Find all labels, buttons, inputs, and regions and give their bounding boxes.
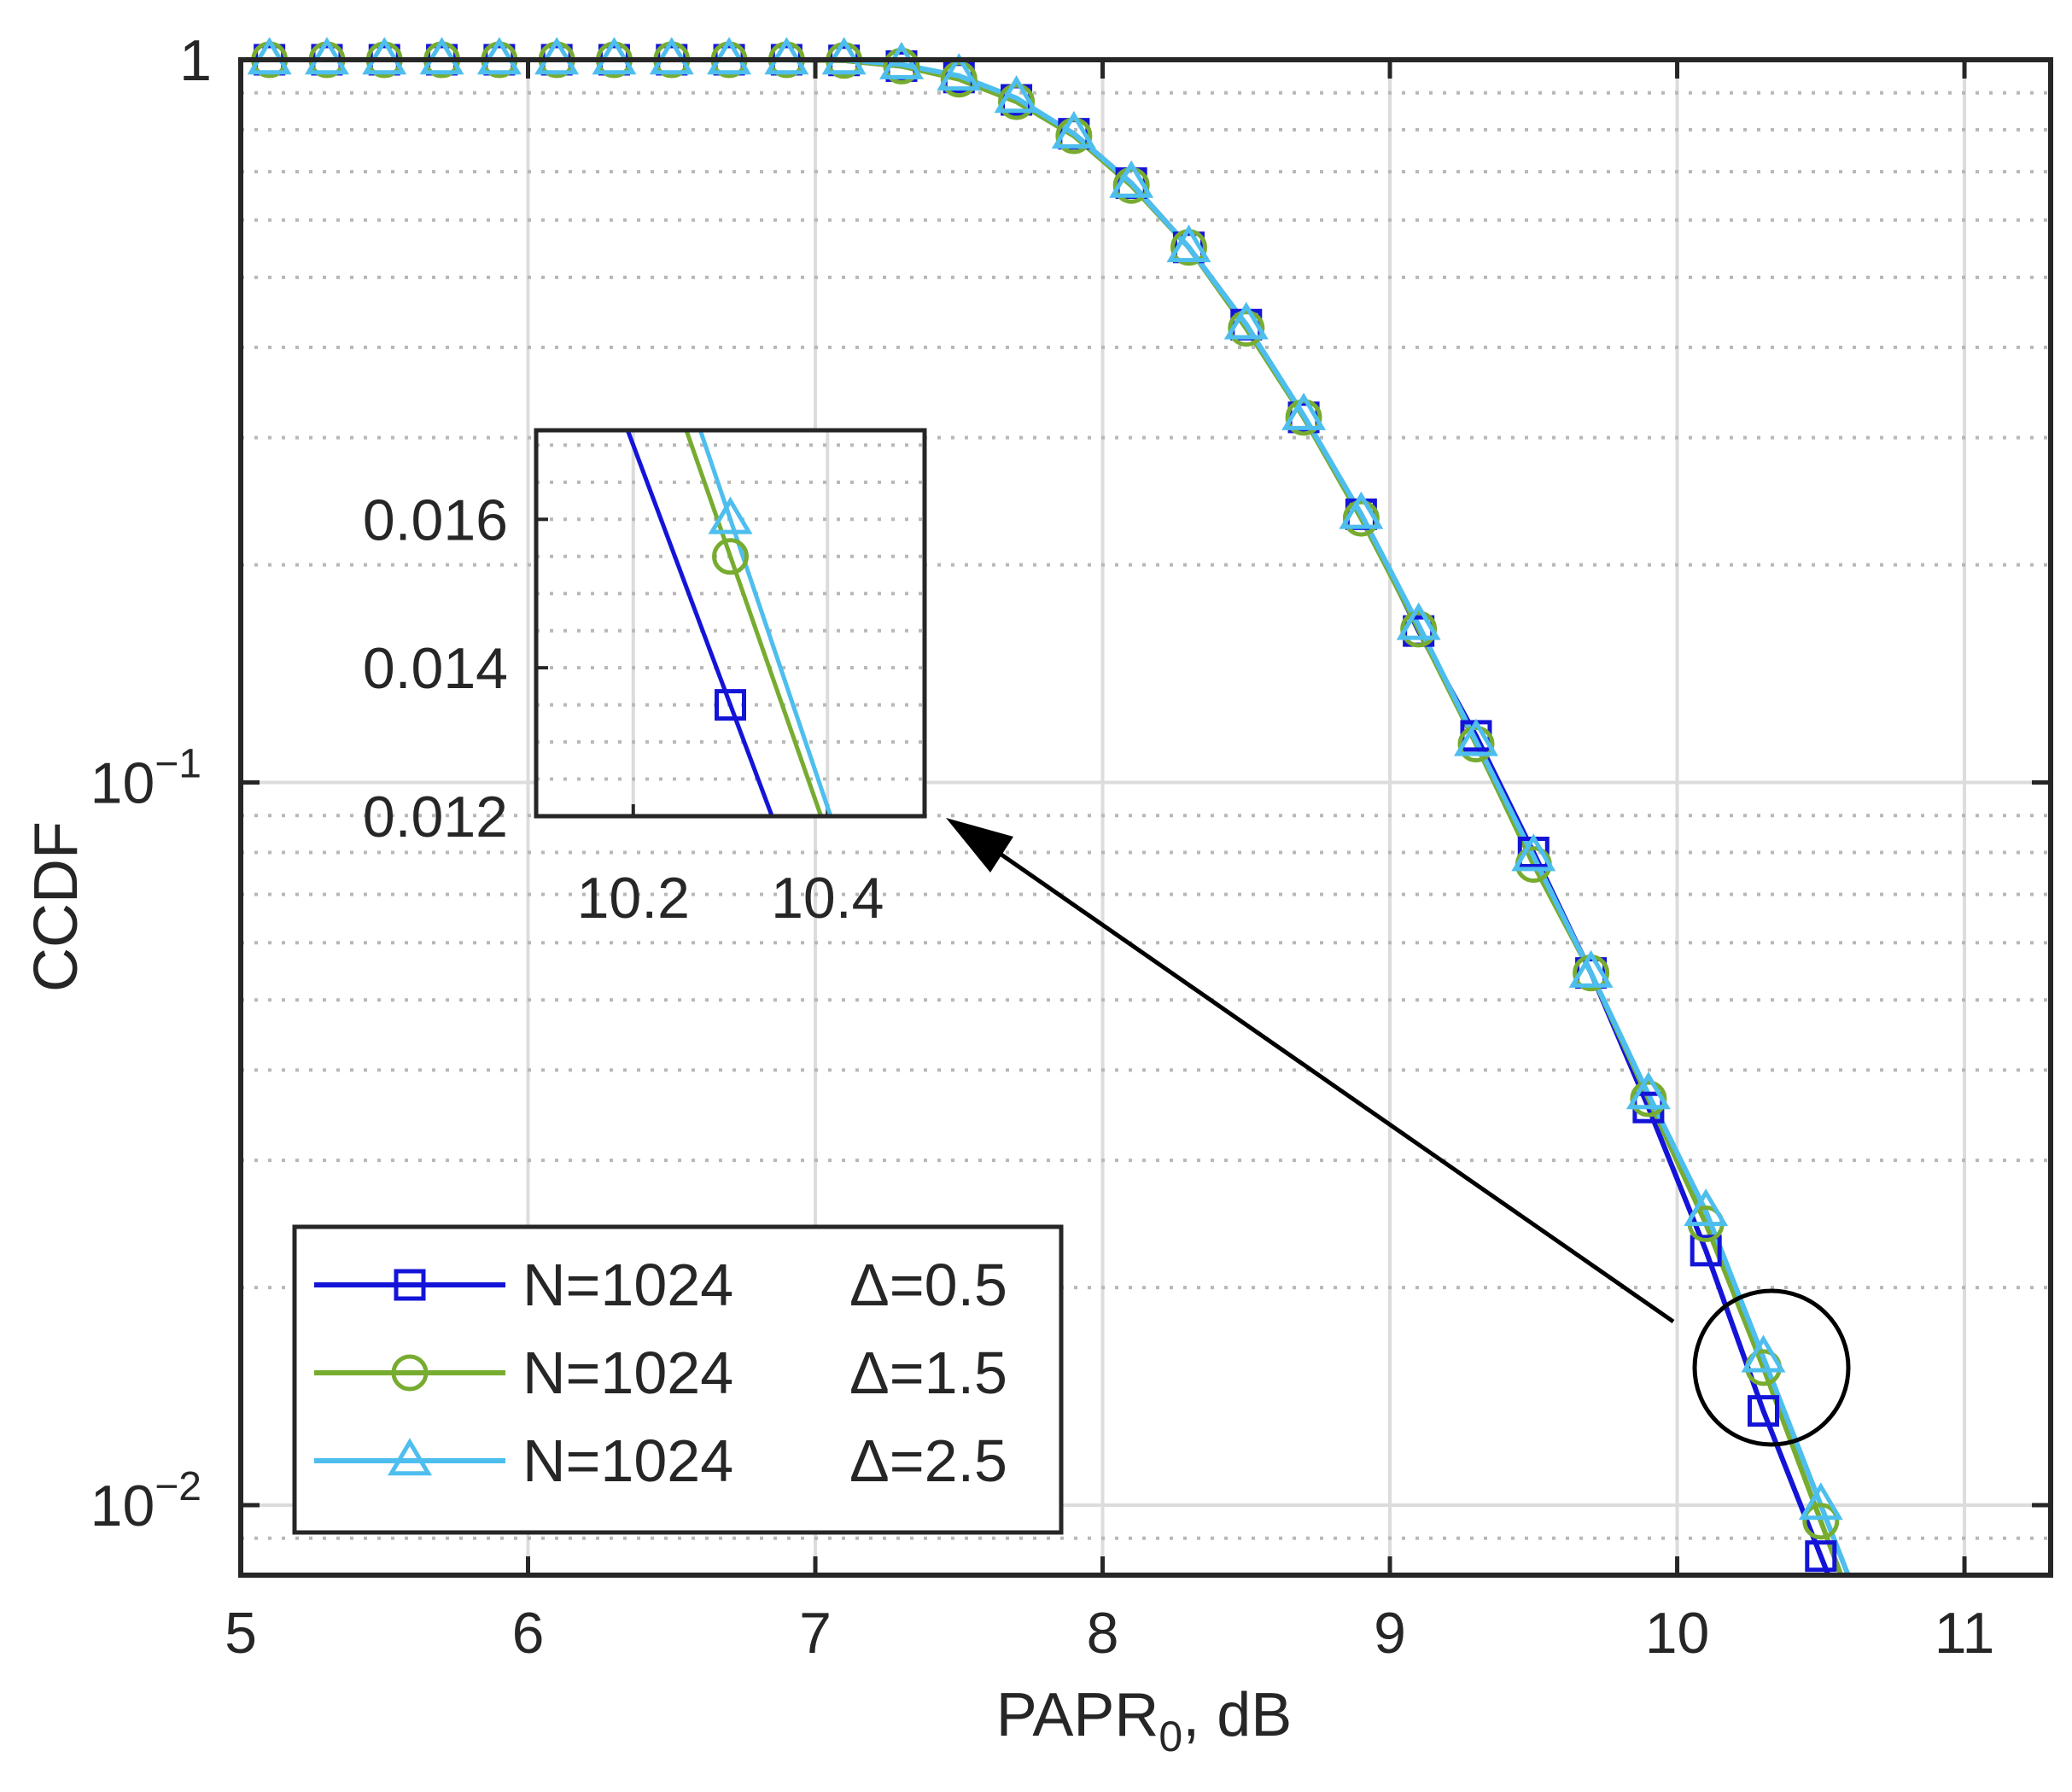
circle-marker	[1112, 166, 1150, 204]
inset-markers	[708, 496, 753, 721]
circle-marker	[1285, 399, 1322, 436]
inset-y-tick-labels: 0.012 0.014 0.016	[363, 487, 508, 849]
circle-marker	[1228, 310, 1265, 347]
x-axis-label-suffix: , dB	[1182, 1681, 1292, 1749]
circle-marker	[1400, 610, 1438, 648]
triangle-marker	[1051, 110, 1096, 149]
x-axis-label: PAPR0, dB	[996, 1681, 1293, 1760]
triangle-marker	[1798, 1482, 1843, 1521]
axis-ticks	[238, 57, 2051, 1575]
x-tick-label: 11	[1935, 1601, 1995, 1666]
x-tick-label: 7	[799, 1601, 832, 1666]
y-tick-label: 10−1	[90, 741, 201, 815]
legend: N=1024 Δ=0.5 N=1024 Δ=1.5 N=1024 Δ=2.5	[292, 1224, 1064, 1535]
circle-marker	[1630, 1080, 1667, 1118]
series-markers	[247, 37, 1843, 1573]
inset-x-tick-labels: 10.2 10.4	[577, 866, 884, 931]
legend-param: Δ=1.5	[849, 1340, 1007, 1406]
triangle-marker	[1684, 1188, 1729, 1227]
inset-zoom-plot: 10.2 10.4 0.012 0.014 0.016	[363, 428, 927, 931]
square-marker	[1690, 1235, 1722, 1267]
x-axis-label-subscript: 0	[1159, 1713, 1182, 1760]
triangle-marker	[419, 37, 464, 75]
legend-name: N=1024	[522, 1252, 733, 1318]
x-tick-label: 6	[512, 1601, 545, 1666]
inset-background	[536, 430, 925, 816]
square-marker	[715, 689, 746, 721]
triangle-marker	[1339, 491, 1384, 529]
triangle-marker	[362, 37, 407, 75]
circle-marker	[1342, 499, 1380, 537]
triangle-marker	[388, 1438, 432, 1476]
legend-param: Δ=0.5	[849, 1252, 1007, 1318]
x-tick-label: 9	[1374, 1601, 1406, 1666]
y-tick-label: 1	[179, 28, 212, 93]
square-marker	[1747, 1395, 1779, 1427]
inset-x-tick-label: 10.2	[577, 866, 690, 931]
triangle-marker	[1454, 718, 1498, 756]
triangle-marker	[1396, 602, 1441, 640]
triangle-marker	[534, 37, 580, 75]
triangle-marker	[304, 37, 349, 75]
triangle-marker	[1741, 1334, 1786, 1373]
circle-marker	[1802, 1503, 1840, 1540]
triangle-marker	[707, 37, 752, 75]
inset-series-line-1	[684, 430, 824, 816]
legend-entry: N=1024 Δ=1.5	[314, 1340, 1007, 1406]
legend-name: N=1024	[522, 1340, 733, 1406]
triangle-marker	[1166, 225, 1211, 263]
circle-marker	[391, 1354, 429, 1392]
triangle-marker	[994, 75, 1039, 114]
inset-series-lines	[625, 430, 833, 816]
inset-y-tick-label: 0.014	[363, 636, 508, 701]
inset-box	[534, 428, 927, 819]
inset-series-line-0	[625, 430, 774, 816]
y-axis-label: CCDF	[22, 821, 90, 992]
square-marker	[394, 1269, 426, 1301]
inset-y-tick-label: 0.016	[363, 487, 508, 552]
triangle-marker	[1223, 301, 1269, 340]
x-tick-label: 5	[225, 1601, 257, 1666]
legend-name: N=1024	[522, 1427, 733, 1494]
triangle-marker	[1511, 833, 1556, 872]
triangle-marker	[708, 496, 753, 534]
zoom-circle	[1692, 1288, 1851, 1447]
circle-marker	[1055, 117, 1093, 155]
x-axis-label-main: PAPR	[996, 1681, 1159, 1749]
triangle-marker	[1568, 949, 1614, 988]
triangle-marker	[1625, 1071, 1671, 1110]
circle-marker	[712, 538, 749, 575]
y-tick-labels: 1 10−1 10−2	[90, 28, 212, 1538]
x-tick-labels: 5 6 7 8 9 10 11	[225, 1601, 1994, 1666]
axes-box	[238, 57, 2053, 1578]
triangle-marker	[764, 37, 809, 75]
x-tick-label: 8	[1087, 1601, 1119, 1666]
x-tick-label: 10	[1645, 1601, 1710, 1666]
circle-marker	[940, 61, 978, 98]
triangle-marker	[821, 37, 867, 75]
inset-y-tick-label: 0.012	[363, 785, 508, 849]
circle-marker	[1457, 726, 1495, 763]
inset-x-tick-label: 10.4	[771, 866, 884, 931]
triangle-marker	[247, 37, 292, 75]
triangle-marker	[1281, 392, 1327, 430]
zoom-arrow-line	[989, 844, 1675, 1324]
zoom-arrow-head	[946, 818, 1013, 873]
circle-marker	[998, 83, 1036, 120]
legend-param: Δ=2.5	[849, 1427, 1007, 1494]
legend-entry: N=1024 Δ=0.5	[314, 1252, 1007, 1318]
triangle-marker	[1109, 160, 1154, 198]
y-tick-label: 10−2	[90, 1464, 201, 1538]
legend-entry: N=1024 Δ=2.5	[314, 1427, 1007, 1494]
triangle-marker	[592, 37, 637, 75]
triangle-marker	[937, 53, 982, 91]
inset-series-line-2	[697, 430, 833, 816]
triangle-marker	[649, 37, 694, 75]
square-marker	[1805, 1540, 1837, 1573]
triangle-marker	[476, 37, 522, 75]
